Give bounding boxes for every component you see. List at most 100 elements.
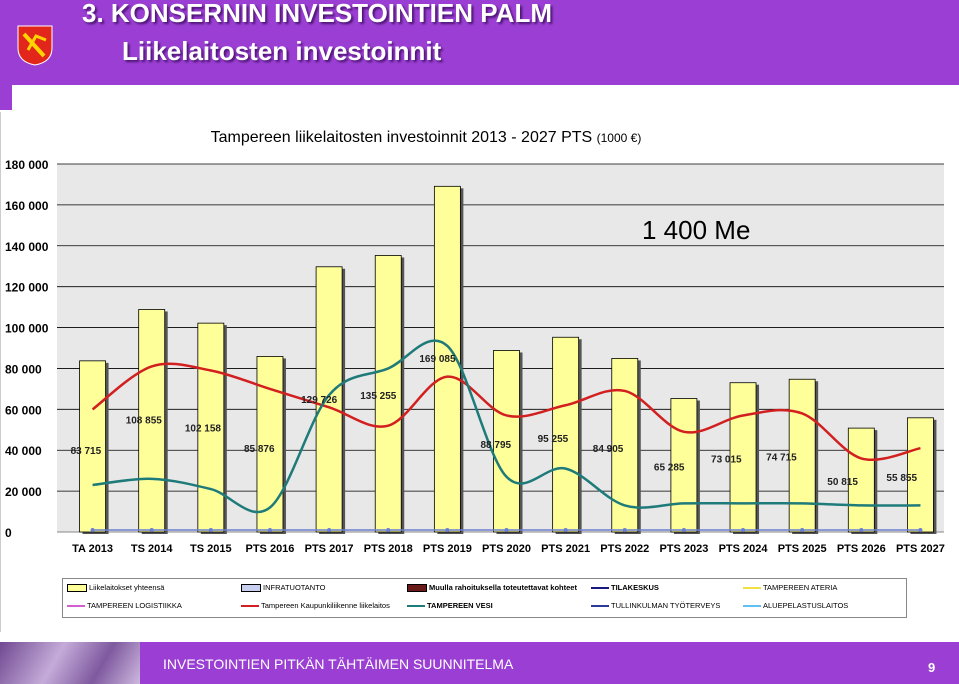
series-point	[327, 527, 332, 532]
legend-item: TAMPEREEN LOGISTIIKKA	[67, 601, 182, 610]
data-label: 95 255	[538, 434, 569, 445]
x-tick-label: PTS 2026	[837, 543, 886, 555]
legend-item: Tampereen Kaupunkiliikenne liikelaitos	[241, 601, 390, 610]
legend-label: TULLINKULMAN TYÖTERVEYS	[611, 601, 721, 610]
bar	[138, 309, 166, 533]
legend-label: Liikelaitokset yhteensä	[89, 583, 165, 592]
data-label: 85 876	[244, 444, 275, 455]
y-tick-label: 20 000	[5, 485, 42, 499]
data-label: 84 905	[593, 444, 624, 455]
data-label: 169 085	[419, 354, 456, 365]
data-label: 55 855	[886, 473, 917, 484]
series-point	[563, 527, 568, 532]
bar	[315, 266, 343, 533]
x-tick-label: TA 2013	[72, 543, 113, 555]
legend-swatch	[591, 586, 609, 589]
bar	[847, 427, 875, 533]
legend-label: INFRATUOTANTO	[263, 583, 326, 592]
series-point	[90, 527, 95, 532]
series-point	[800, 527, 805, 532]
legend-item: TAMPEREEN ATERIA	[743, 583, 837, 592]
legend-label: TAMPEREEN LOGISTIIKKA	[87, 601, 182, 610]
data-label: 74 715	[766, 452, 797, 463]
legend-swatch	[67, 604, 85, 607]
legend-item: TAMPEREEN VESI	[407, 601, 493, 610]
y-tick-label: 120 000	[5, 281, 49, 295]
slide-title: 3. KONSERNIN INVESTOINTIEN PALM	[82, 0, 552, 28]
legend-label: Tampereen Kaupunkiliikenne liikelaitos	[261, 601, 390, 610]
series-point	[208, 527, 213, 532]
x-tick-label: PTS 2024	[719, 543, 769, 555]
series-point	[386, 527, 391, 532]
y-tick-label: 60 000	[5, 403, 42, 417]
y-tick-label: 180 000	[5, 158, 49, 172]
footer-image	[0, 642, 140, 684]
bar	[907, 417, 934, 533]
data-label: 73 015	[711, 454, 742, 465]
page-number: 9	[928, 660, 936, 675]
header-left-strip	[0, 0, 12, 110]
legend-item: Muulla rahoituksella toteutettavat kohte…	[407, 583, 577, 592]
tampere-coat-of-arms-icon	[17, 25, 53, 66]
legend-label: TAMPEREEN VESI	[427, 601, 493, 610]
chart-title: Tampereen liikelaitosten investoinnit 20…	[211, 129, 642, 146]
legend-item: ALUEPELASTUSLAITOS	[743, 601, 848, 610]
data-label: 129 726	[301, 395, 338, 406]
legend-item: Liikelaitokset yhteensä	[67, 583, 164, 592]
bar	[611, 358, 639, 533]
legend-label: TAMPEREEN ATERIA	[763, 583, 838, 592]
y-tick-label: 140 000	[5, 240, 49, 254]
legend-swatch	[241, 604, 259, 607]
series-point	[741, 527, 746, 532]
footer-bar	[0, 642, 959, 684]
legend-swatch	[407, 583, 427, 592]
bar	[374, 255, 402, 533]
x-tick-label: PTS 2020	[482, 543, 531, 555]
x-tick-label: PTS 2025	[778, 543, 827, 555]
bar	[670, 398, 698, 533]
legend-swatch	[743, 604, 761, 607]
series-point	[622, 527, 627, 532]
x-tick-label: PTS 2016	[246, 543, 295, 555]
series-line-tampereen-vesi	[92, 339, 921, 514]
bar	[729, 382, 757, 533]
chart-area: Tampereen liikelaitosten investoinnit 20…	[0, 112, 959, 632]
header-bar	[0, 0, 959, 85]
series-point	[681, 527, 686, 532]
series-point	[445, 527, 450, 532]
data-label: 135 255	[360, 391, 397, 402]
x-tick-label: TS 2015	[190, 543, 232, 555]
slide-subtitle: Liikelaitosten investoinnit	[122, 36, 442, 66]
y-tick-label: 100 000	[5, 322, 49, 336]
series-line-tampereen-kaupunkiliikenne-liikelaitos	[91, 362, 921, 461]
investment-chart: Tampereen liikelaitosten investoinnit 20…	[5, 129, 945, 555]
bar	[552, 336, 580, 533]
series-point	[149, 527, 154, 532]
chart-legend: Liikelaitokset yhteensä INFRATUOTANTO Muul…	[62, 578, 907, 618]
chart-title-unit: (1000 €)	[597, 131, 642, 145]
legend-label: ALUEPELASTUSLAITOS	[763, 601, 849, 610]
series-point	[859, 527, 864, 532]
x-tick-label: PTS 2027	[896, 543, 945, 555]
legend-label: TILAKESKUS	[611, 583, 659, 592]
legend-item: INFRATUOTANTO	[241, 583, 326, 592]
legend-swatch	[67, 583, 87, 592]
series-point	[918, 527, 923, 532]
data-label: 83 715	[71, 446, 102, 457]
data-label: 50 815	[827, 477, 858, 488]
y-tick-label: 80 000	[5, 362, 42, 376]
x-tick-label: PTS 2017	[305, 543, 354, 555]
chart-annotation: 1 400 Me	[642, 215, 750, 245]
series-point	[267, 527, 272, 532]
x-tick-label: PTS 2021	[541, 543, 590, 555]
legend-swatch	[591, 604, 609, 607]
x-tick-label: PTS 2022	[600, 543, 649, 555]
legend-swatch	[407, 604, 425, 607]
data-label: 88 795	[481, 440, 512, 451]
legend-item: TILAKESKUS	[591, 583, 659, 592]
bar	[197, 322, 225, 533]
legend-label: Muulla rahoituksella toteutettavat kohte…	[429, 583, 577, 592]
legend-item: TULLINKULMAN TYÖTERVEYS	[591, 601, 720, 610]
x-tick-label: PTS 2019	[423, 543, 472, 555]
x-tick-label: PTS 2018	[364, 543, 413, 555]
